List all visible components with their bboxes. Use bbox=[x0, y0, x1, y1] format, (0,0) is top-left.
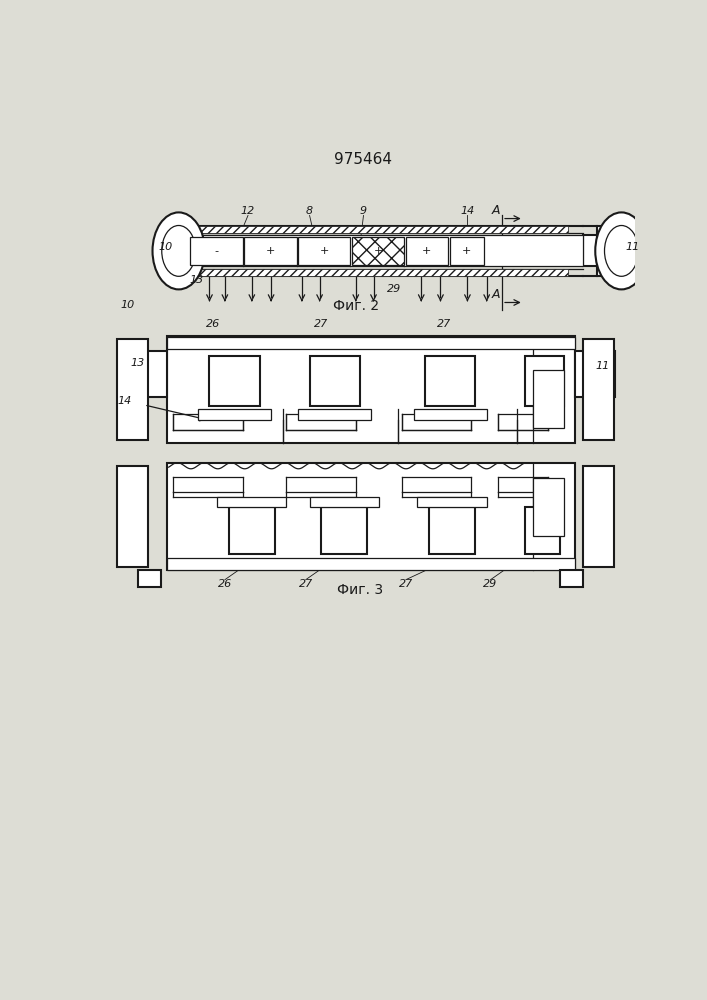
Text: 11: 11 bbox=[626, 242, 640, 252]
Text: Фиг. 3: Фиг. 3 bbox=[337, 583, 382, 597]
Text: 12: 12 bbox=[241, 206, 255, 216]
Bar bbox=[138, 570, 161, 587]
Bar bbox=[414, 409, 486, 420]
Text: A: A bbox=[491, 288, 500, 301]
Ellipse shape bbox=[162, 225, 196, 276]
Bar bbox=[406, 237, 448, 265]
Bar bbox=[560, 570, 583, 587]
Bar bbox=[229, 507, 275, 554]
Bar bbox=[583, 235, 597, 266]
Text: +: + bbox=[320, 246, 329, 256]
Text: A: A bbox=[491, 204, 500, 217]
Text: 11: 11 bbox=[596, 361, 610, 371]
Bar bbox=[525, 356, 563, 406]
Bar bbox=[425, 356, 475, 406]
Ellipse shape bbox=[604, 225, 638, 276]
Text: 14: 14 bbox=[460, 206, 474, 216]
Text: 13: 13 bbox=[131, 358, 145, 368]
Bar bbox=[217, 497, 286, 507]
Text: 27: 27 bbox=[437, 319, 452, 329]
Bar bbox=[125, 351, 167, 397]
Bar bbox=[583, 466, 614, 567]
Bar bbox=[597, 226, 604, 276]
Bar bbox=[310, 356, 360, 406]
Bar bbox=[167, 558, 575, 570]
Text: 10: 10 bbox=[158, 242, 173, 252]
Bar bbox=[244, 237, 296, 265]
Bar bbox=[321, 507, 368, 554]
Text: 14: 14 bbox=[117, 396, 132, 406]
Text: 8: 8 bbox=[306, 206, 313, 216]
Bar bbox=[190, 235, 583, 266]
Bar bbox=[190, 237, 243, 265]
Bar bbox=[117, 466, 148, 567]
Bar bbox=[167, 337, 575, 349]
Bar bbox=[352, 237, 404, 265]
Text: +: + bbox=[266, 246, 275, 256]
Text: 29: 29 bbox=[484, 579, 498, 589]
Bar bbox=[198, 409, 271, 420]
Bar bbox=[190, 269, 568, 276]
Text: Фиг. 2: Фиг. 2 bbox=[333, 299, 379, 313]
Text: 26: 26 bbox=[206, 319, 221, 329]
Text: +: + bbox=[373, 246, 382, 256]
Bar bbox=[298, 237, 351, 265]
Bar bbox=[533, 478, 563, 536]
Bar bbox=[298, 409, 371, 420]
Bar bbox=[583, 339, 614, 440]
Bar bbox=[117, 339, 148, 440]
Text: 9: 9 bbox=[360, 206, 367, 216]
Ellipse shape bbox=[153, 212, 205, 289]
Bar bbox=[167, 463, 575, 570]
Text: +: + bbox=[422, 246, 431, 256]
Bar bbox=[209, 356, 259, 406]
Bar bbox=[429, 507, 475, 554]
Bar bbox=[167, 336, 575, 443]
Text: 26: 26 bbox=[218, 579, 232, 589]
Bar bbox=[417, 497, 486, 507]
Bar bbox=[575, 351, 615, 397]
Text: 13: 13 bbox=[189, 275, 204, 285]
Bar bbox=[450, 237, 484, 265]
Text: 27: 27 bbox=[399, 579, 413, 589]
Text: -: - bbox=[214, 246, 218, 256]
Bar bbox=[533, 370, 563, 428]
Text: 975464: 975464 bbox=[334, 152, 392, 167]
Text: 27: 27 bbox=[314, 319, 328, 329]
Text: 10: 10 bbox=[120, 300, 134, 310]
Bar bbox=[310, 497, 379, 507]
Text: 29: 29 bbox=[387, 284, 402, 294]
Text: +: + bbox=[462, 246, 472, 256]
Ellipse shape bbox=[595, 212, 648, 289]
Bar bbox=[525, 507, 560, 554]
Text: 27: 27 bbox=[298, 579, 313, 589]
Bar bbox=[190, 226, 568, 233]
